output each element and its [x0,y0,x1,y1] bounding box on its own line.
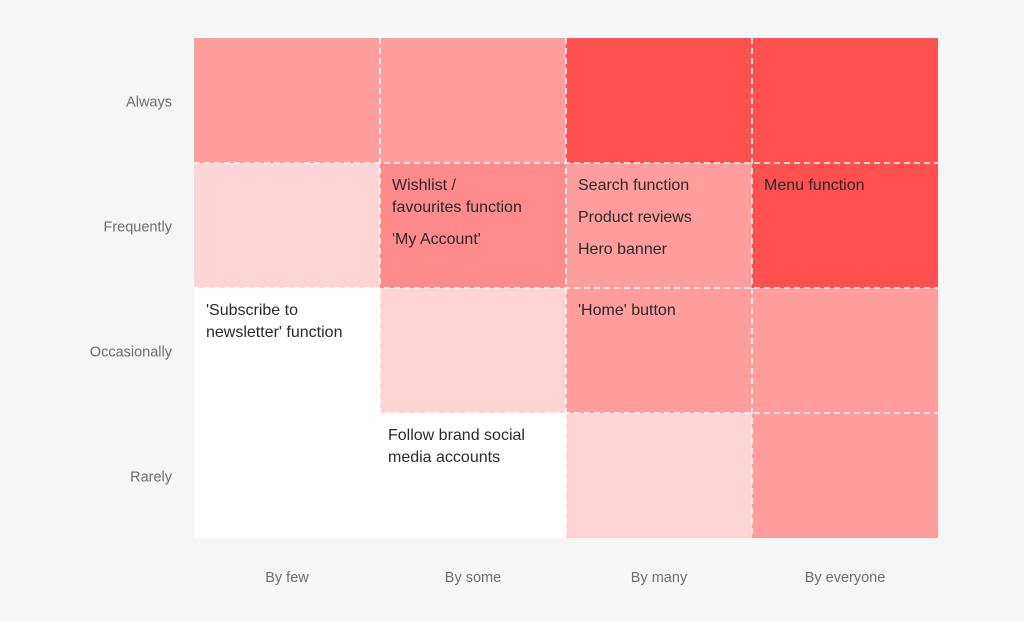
feature-label-menu-function: Menu function [764,177,865,194]
cell-occasionally-by-many [566,288,752,413]
feature-label-hero-banner: Hero banner [578,241,668,258]
column-axis-labels: By few By some By many By everyone [265,570,885,586]
feature-label-product-reviews: Product reviews [578,209,692,226]
cell-frequently-by-many [566,163,752,288]
row-label-rarely: Rarely [130,469,173,485]
cell-frequently-by-few [194,163,380,288]
column-label-by-few: By few [265,570,309,586]
feature-label-my-account: 'My Account' [392,231,481,248]
cell-rarely-by-everyone [752,413,938,538]
cell-rarely-by-many [566,413,752,538]
matrix-gridlines [194,38,938,538]
matrix-cells [194,38,938,538]
row-label-frequently: Frequently [103,219,172,235]
cell-rarely-by-some [380,413,566,538]
feature-label-search-function: Search function [578,177,689,194]
feature-label-home-button: 'Home' button [578,302,676,319]
row-label-always: Always [126,94,172,110]
cell-occasionally-by-few [194,288,380,413]
column-label-by-some: By some [445,570,501,586]
cell-always-by-many [566,38,752,163]
row-axis-labels: Always Frequently Occasionally Rarely [90,94,173,485]
column-label-by-everyone: By everyone [805,570,886,586]
matrix-cell-labels: Wishlist / favourites function 'My Account… [206,177,865,466]
column-label-by-many: By many [631,570,688,586]
cell-occasionally-by-some [380,288,566,413]
cell-occasionally-by-everyone [752,288,938,413]
feature-label-follow-brand-social-media-accounts: Follow brand social media accounts [388,427,525,466]
cell-always-by-some [380,38,566,163]
cell-rarely-by-few [194,413,380,538]
row-label-occasionally: Occasionally [90,344,173,360]
feature-label-wishlist-favourites-function: Wishlist / favourites function [392,177,522,216]
cell-always-by-everyone [752,38,938,163]
cell-frequently-by-some [380,163,566,288]
cell-frequently-by-everyone [752,163,938,288]
cell-always-by-few [194,38,380,163]
feature-label-subscribe-to-newsletter-function: 'Subscribe to newsletter' function [206,302,342,341]
